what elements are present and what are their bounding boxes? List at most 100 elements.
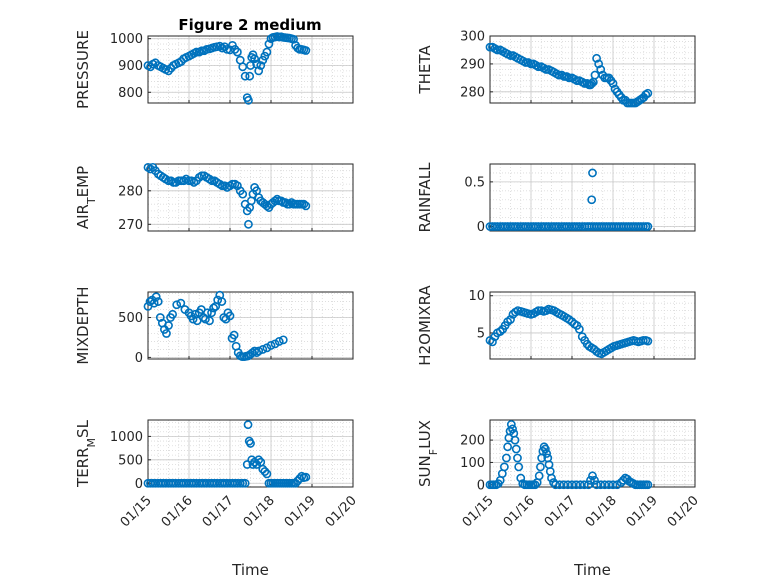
figure-title: Figure 2 medium [178, 16, 321, 34]
data-point [232, 47, 242, 57]
y-tick-label: 5 [477, 326, 485, 341]
y-tick-label: 500 [118, 311, 143, 326]
data-point [643, 336, 653, 346]
data-point [540, 444, 550, 454]
data-point [643, 480, 653, 490]
data-point [266, 341, 276, 350]
subplot-mixdepth: 0 500 MIXDEPTH [74, 286, 354, 366]
data-point [588, 471, 597, 481]
data-point [608, 79, 618, 88]
data-point [151, 292, 161, 302]
data-point [242, 460, 252, 469]
data-point [209, 303, 218, 313]
data-point [256, 61, 266, 70]
data-point [554, 70, 564, 80]
data-point [254, 455, 264, 465]
data-point [495, 327, 505, 336]
data-point [238, 189, 248, 199]
y-axis-label: PRESSURE [74, 30, 92, 109]
axes-box [489, 419, 696, 488]
x-axis-label: Time [573, 561, 611, 579]
data-point [203, 308, 212, 318]
data-point [542, 449, 551, 458]
data-point [258, 345, 268, 354]
data-point [534, 471, 544, 481]
axes-box [489, 291, 696, 360]
data-point [176, 298, 186, 308]
data-point [254, 346, 264, 356]
data-point [278, 335, 288, 345]
data-point [262, 469, 272, 479]
data-point [567, 480, 577, 490]
data-point [246, 439, 255, 448]
y-axis-label: RAINFALL [416, 162, 434, 233]
data-point [188, 314, 198, 324]
data-point [172, 300, 182, 310]
data-point [295, 474, 305, 483]
data-point [559, 480, 569, 490]
data-point [492, 45, 502, 55]
y-tick-label: 500 [118, 453, 143, 468]
data-point [207, 308, 216, 318]
data-point [217, 297, 227, 306]
data-point [514, 462, 524, 472]
data-point [608, 480, 618, 490]
y-tick-label: 1000 [110, 32, 143, 47]
data-point [244, 219, 253, 229]
axes-box [147, 419, 354, 488]
data-point [592, 53, 601, 63]
data-point [248, 50, 258, 60]
axes-box [147, 163, 354, 232]
y-tick-label: 100 [460, 456, 485, 471]
data-point [513, 453, 522, 463]
data-point [588, 168, 597, 178]
subplot-air-temp: 270 280 AIRTEMP [74, 162, 354, 233]
data-point [587, 79, 597, 88]
data-point [506, 420, 516, 429]
data-point [516, 473, 526, 483]
y-axis-label: AIRTEMP [74, 166, 98, 229]
data-point [162, 329, 171, 338]
data-point [536, 462, 545, 472]
data-point [264, 39, 274, 49]
subplot-pressure: 800 900 1000 PRESSURE [74, 30, 354, 109]
data-point [155, 313, 165, 322]
data-point [270, 196, 280, 206]
data-point [600, 480, 610, 490]
y-tick-label: 0 [477, 478, 485, 493]
data-point [594, 59, 604, 69]
data-point [240, 478, 250, 488]
y-tick-label: 270 [118, 218, 143, 233]
data-point [274, 337, 284, 346]
data-point [254, 66, 264, 76]
axes-box [489, 35, 696, 104]
data-point [244, 95, 253, 105]
subplot-h2omixra: 5 10 H2OMIXRA [416, 285, 696, 366]
y-tick-label: 0 [135, 477, 143, 492]
data-point [551, 480, 560, 490]
data-point [205, 316, 214, 326]
data-point [508, 424, 517, 434]
data-point [530, 480, 540, 490]
data-point [240, 71, 250, 81]
y-axis-label: SUNFLUX [416, 420, 440, 487]
data-point [299, 199, 309, 209]
data-point [618, 475, 628, 485]
data-point [510, 435, 520, 445]
data-point [547, 473, 556, 483]
data-point [604, 480, 614, 490]
data-point [280, 198, 290, 207]
x-axis-label: Time [231, 561, 269, 579]
data-point [301, 201, 311, 211]
data-point [563, 480, 573, 490]
subplot-theta: 280 290 300 THETA [416, 30, 696, 108]
y-axis-label: MIXDEPTH [74, 286, 92, 364]
y-tick-label: 280 [118, 184, 143, 199]
data-point [590, 475, 599, 485]
data-point [245, 71, 255, 81]
data-point [243, 420, 253, 430]
y-tick-label: 200 [460, 434, 485, 449]
data-point [586, 475, 595, 485]
